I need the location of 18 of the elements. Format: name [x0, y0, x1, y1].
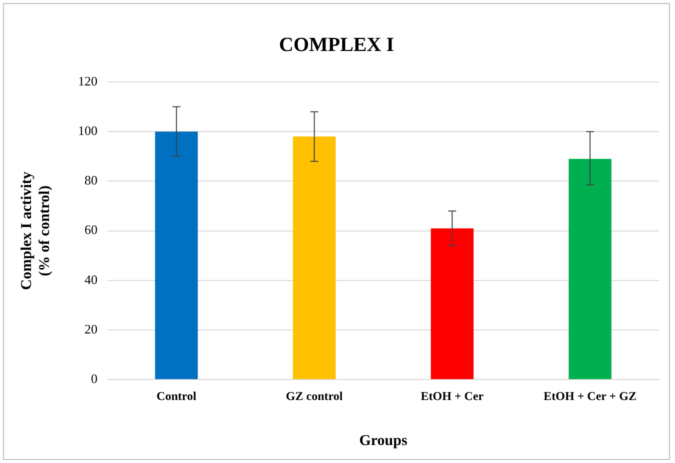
chart-title: COMPLEX I — [279, 34, 394, 56]
x-tick-label: GZ control — [286, 388, 344, 403]
bar — [155, 132, 198, 380]
y-tick-label: 40 — [84, 272, 98, 287]
y-tick-label: 20 — [84, 321, 98, 336]
bar — [292, 136, 336, 380]
y-tick-label: 60 — [84, 222, 98, 238]
y-axis-title: Complex I activity (% of control) — [18, 171, 53, 290]
x-axis-title: Groups — [359, 432, 408, 449]
x-tick-label: EtOH + Cer — [420, 388, 484, 403]
x-tick-label: EtOH + Cer + GZ — [544, 388, 636, 403]
y-tick-label: 0 — [91, 371, 98, 386]
bar — [430, 228, 474, 380]
y-tick-label: 100 — [78, 123, 98, 138]
y-tick-label: 80 — [84, 172, 98, 188]
x-tick-label: Control — [156, 388, 197, 403]
bar — [568, 158, 612, 380]
y-tick-label: 120 — [78, 73, 98, 88]
